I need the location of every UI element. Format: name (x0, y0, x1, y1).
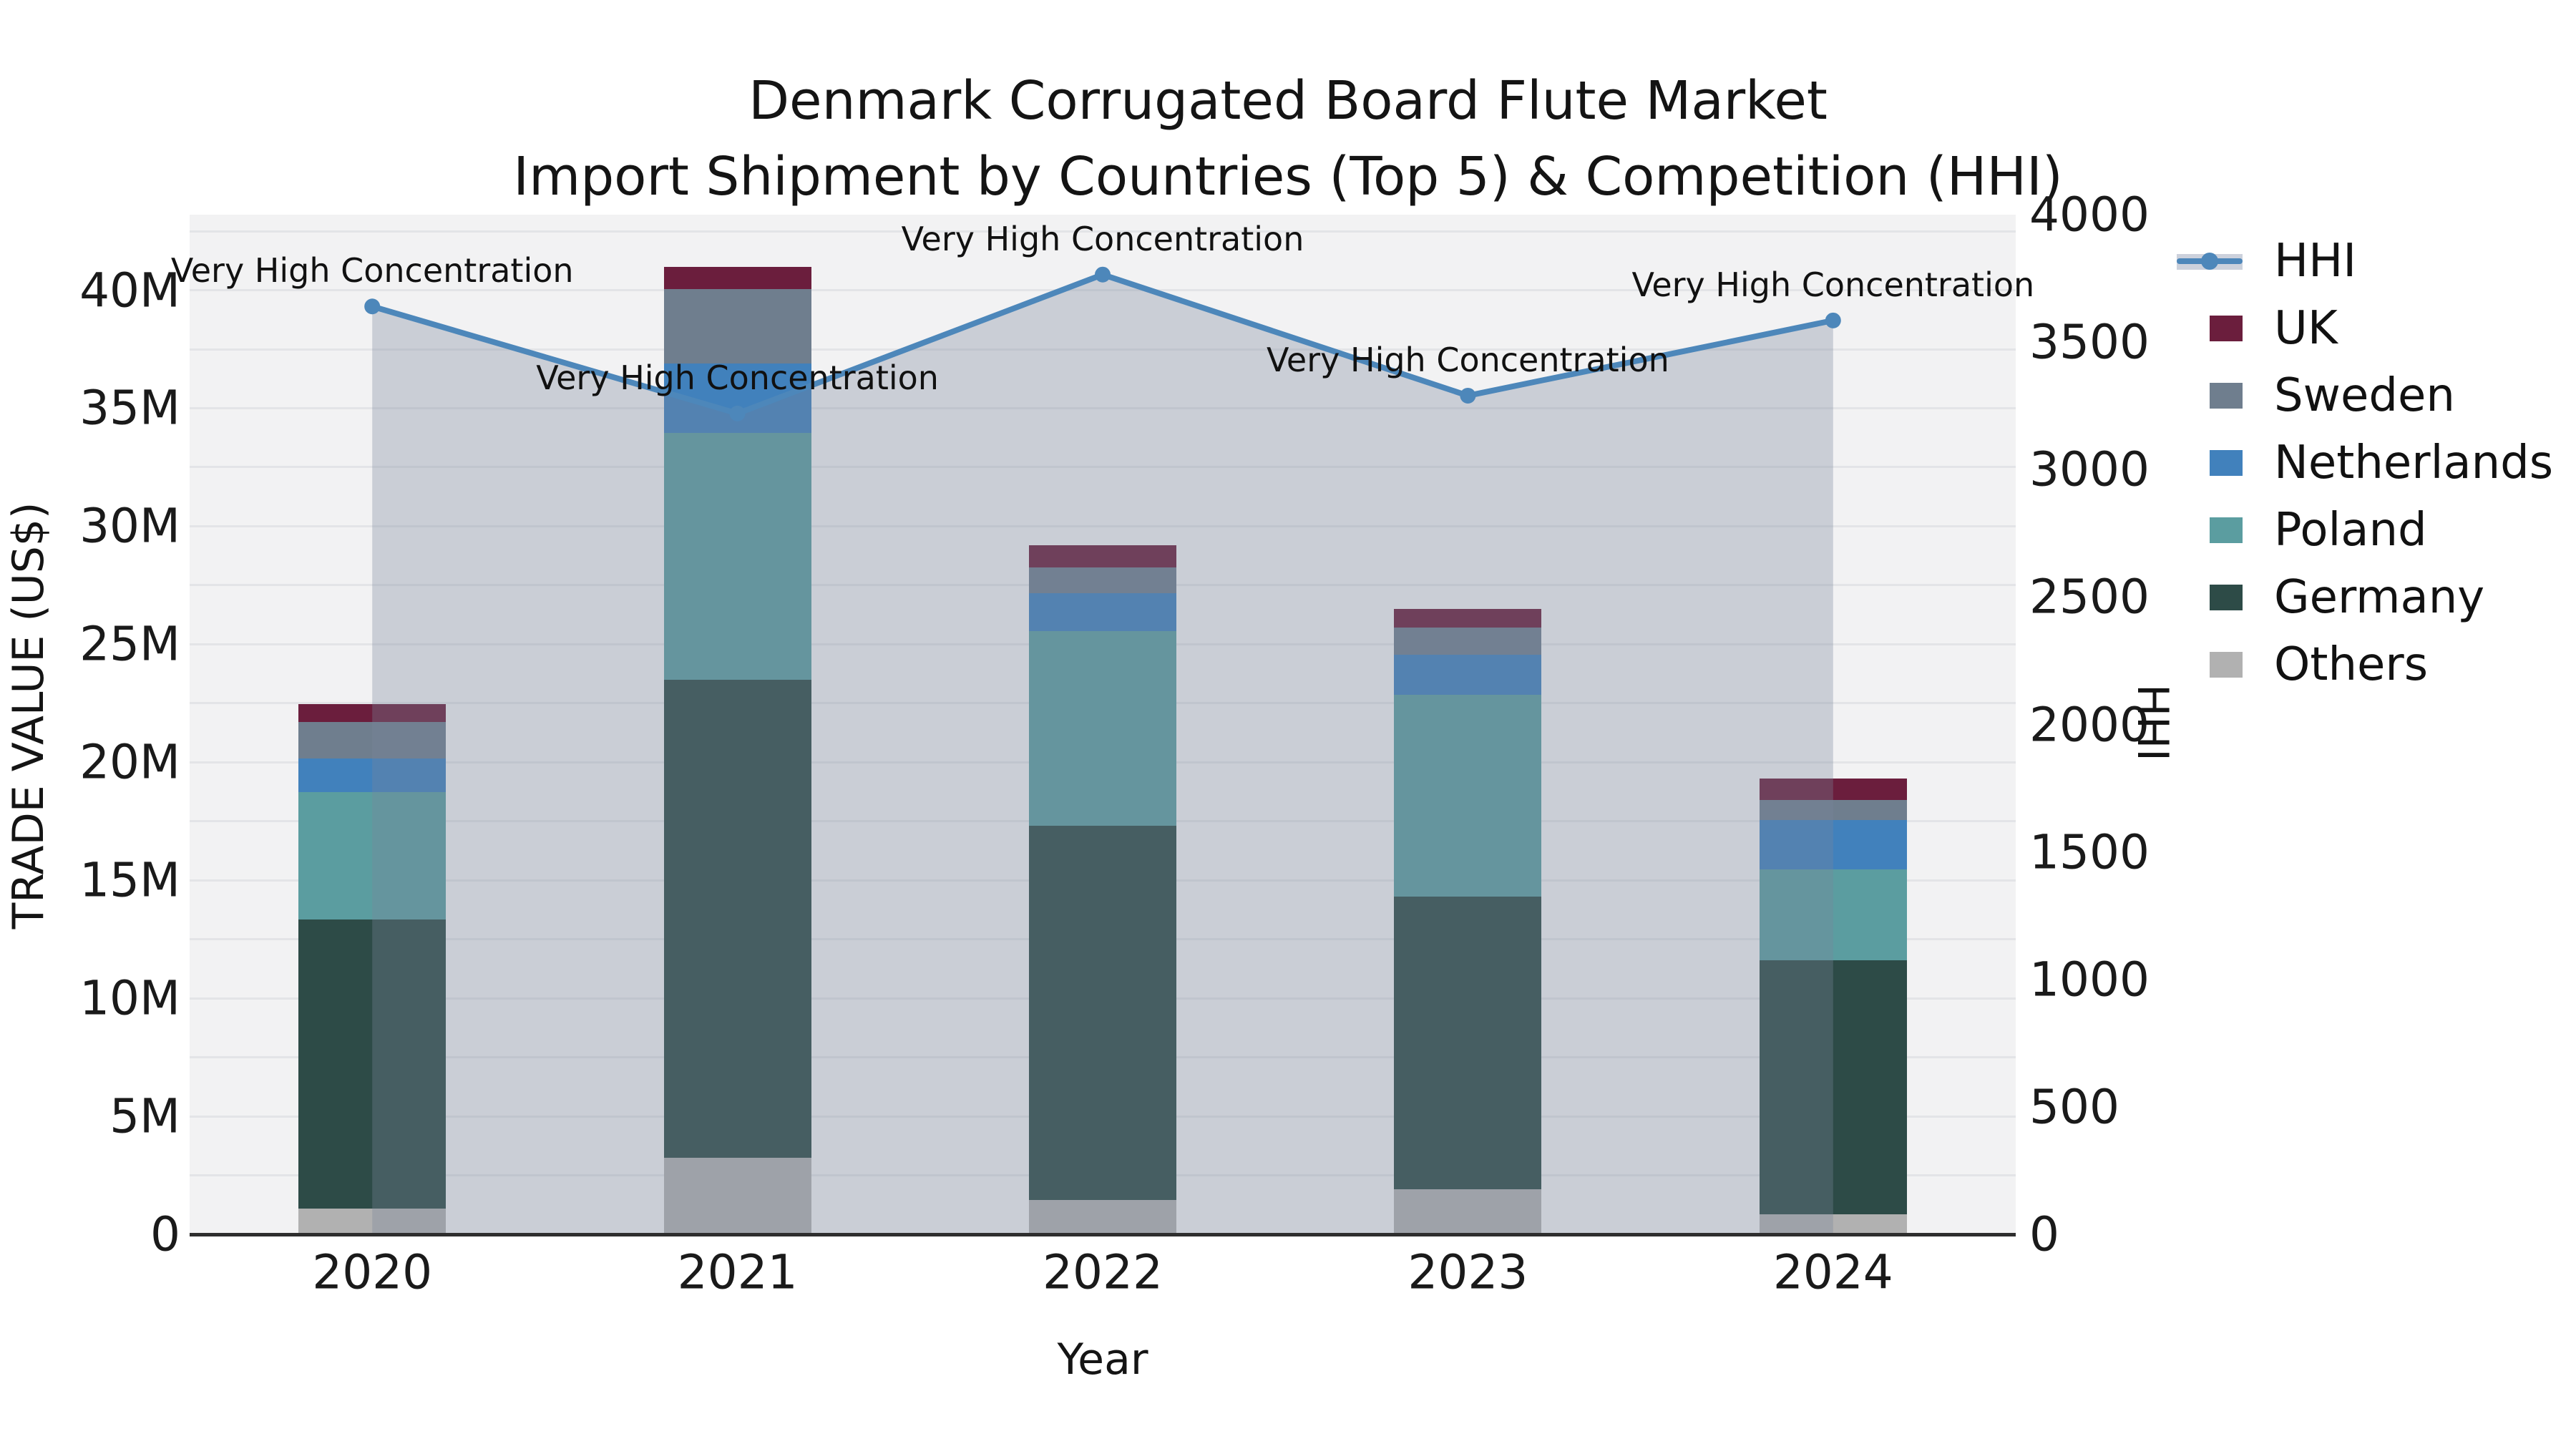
y-right-tick-2000: 2000 (2029, 697, 2150, 752)
y-left-tick-20M: 20M (79, 734, 180, 790)
bar-segment-poland-2021 (663, 433, 811, 680)
y-right-tick-500: 500 (2029, 1079, 2119, 1135)
annotation-2023: Very High Concentration (1267, 340, 1669, 379)
chart-title-line2: Import Shipment by Countries (Top 5) & C… (513, 146, 2063, 208)
y-right-tick-3500: 3500 (2029, 314, 2150, 370)
bar-segment-sweden-2021 (663, 288, 811, 364)
bar-segment-uk-2024 (1759, 779, 1907, 801)
bar-segment-sweden-2020 (298, 722, 447, 759)
legend-label-hhi: HHI (2274, 235, 2357, 288)
y-left-tick-15M: 15M (79, 852, 180, 908)
gridline (190, 230, 2016, 233)
legend-item-netherlands: Netherlands (2210, 429, 2553, 497)
bar-segment-others-2024 (1759, 1214, 1907, 1234)
y-left-tick-25M: 25M (79, 616, 180, 672)
bar-segment-germany-2023 (1394, 897, 1542, 1190)
legend-item-germany: Germany (2210, 564, 2553, 631)
bar-segment-poland-2022 (1029, 631, 1176, 826)
bar-segment-poland-2020 (298, 791, 447, 919)
legend-swatch-others (2210, 652, 2243, 678)
bar-segment-netherlands-2020 (298, 758, 447, 792)
bar-segment-others-2020 (298, 1208, 447, 1234)
legend-item-hhi: HHI (2177, 228, 2553, 295)
legend-label-uk: UK (2274, 302, 2338, 355)
annotation-2020: Very High Concentration (170, 251, 574, 291)
x-tick-2023: 2023 (1407, 1244, 1528, 1300)
legend-label-poland: Poland (2274, 504, 2427, 557)
x-axis-title: Year (1057, 1335, 1148, 1385)
bar-segment-poland-2023 (1394, 695, 1542, 897)
bar-segment-germany-2020 (298, 919, 447, 1209)
legend-swatch-sweden (2210, 383, 2243, 409)
bar-segment-netherlands-2023 (1394, 655, 1542, 696)
legend-item-sweden: Sweden (2210, 362, 2553, 429)
legend-swatch-uk (2210, 316, 2243, 341)
y-left-tick-0: 0 (150, 1206, 180, 1262)
bar-segment-uk-2021 (663, 266, 811, 289)
legend-label-germany: Germany (2274, 571, 2485, 624)
x-axis-spine (190, 1233, 2016, 1236)
y-left-tick-30M: 30M (79, 498, 180, 554)
x-tick-2024: 2024 (1772, 1244, 1893, 1300)
gridline (190, 406, 2016, 409)
bar-segment-germany-2022 (1029, 826, 1176, 1201)
y-left-tick-5M: 5M (109, 1088, 180, 1144)
bar-segment-sweden-2024 (1759, 800, 1907, 821)
legend-label-sweden: Sweden (2274, 369, 2455, 422)
bar-segment-others-2022 (1029, 1200, 1176, 1234)
legend-item-poland: Poland (2210, 497, 2553, 564)
chart-title-line1: Denmark Corrugated Board Flute Market (748, 70, 1828, 132)
bar-segment-netherlands-2022 (1029, 593, 1176, 632)
y-left-tick-40M: 40M (79, 263, 180, 318)
y-right-tick-3000: 3000 (2029, 441, 2150, 497)
legend-label-netherlands: Netherlands (2274, 436, 2554, 489)
bar-segment-sweden-2022 (1029, 567, 1176, 594)
y-axis-right-title: HHI (2127, 684, 2177, 761)
bar-segment-uk-2023 (1394, 608, 1542, 628)
y-right-tick-1500: 1500 (2029, 824, 2150, 880)
x-tick-2022: 2022 (1043, 1244, 1163, 1300)
bar-segment-poland-2024 (1759, 869, 1907, 961)
legend-item-others: Others (2210, 631, 2553, 698)
gridline (190, 525, 2016, 527)
annotation-2024: Very High Concentration (1631, 265, 2035, 304)
legend-line-swatch-dot (2201, 253, 2218, 270)
y-right-tick-0: 0 (2029, 1206, 2059, 1262)
legend: HHI UK Sweden Netherlands Poland Germany Other… (2177, 228, 2553, 698)
x-tick-2021: 2021 (677, 1244, 798, 1300)
annotation-2021: Very High Concentration (536, 358, 939, 397)
y-axis-left-title: TRADE VALUE (US$) (4, 502, 54, 930)
legend-label-others: Others (2274, 638, 2429, 691)
legend-swatch-poland (2210, 517, 2243, 543)
legend-line-swatch (2177, 248, 2243, 274)
bar-segment-uk-2022 (1029, 545, 1176, 568)
x-tick-2020: 2020 (312, 1244, 433, 1300)
bar-segment-others-2023 (1394, 1189, 1542, 1234)
chart-title: Denmark Corrugated Board Flute Market Im… (0, 63, 2576, 215)
y-right-tick-4000: 4000 (2029, 187, 2150, 243)
y-right-tick-2500: 2500 (2029, 569, 2150, 625)
bar-segment-germany-2024 (1759, 960, 1907, 1214)
legend-item-uk: UK (2210, 295, 2553, 362)
plot-area (190, 215, 2016, 1234)
y-left-tick-10M: 10M (79, 970, 180, 1026)
legend-swatch-netherlands (2210, 450, 2243, 476)
gridline (190, 348, 2016, 351)
annotation-2022: Very High Concentration (901, 219, 1304, 258)
bar-segment-uk-2020 (298, 704, 447, 723)
gridline (190, 466, 2016, 469)
legend-swatch-germany (2210, 585, 2243, 610)
y-right-tick-1000: 1000 (2029, 952, 2150, 1008)
bar-segment-others-2021 (663, 1157, 811, 1234)
bar-segment-germany-2021 (663, 679, 811, 1158)
y-left-tick-35M: 35M (79, 380, 180, 436)
bar-segment-netherlands-2024 (1759, 820, 1907, 870)
bar-segment-sweden-2023 (1394, 628, 1542, 655)
